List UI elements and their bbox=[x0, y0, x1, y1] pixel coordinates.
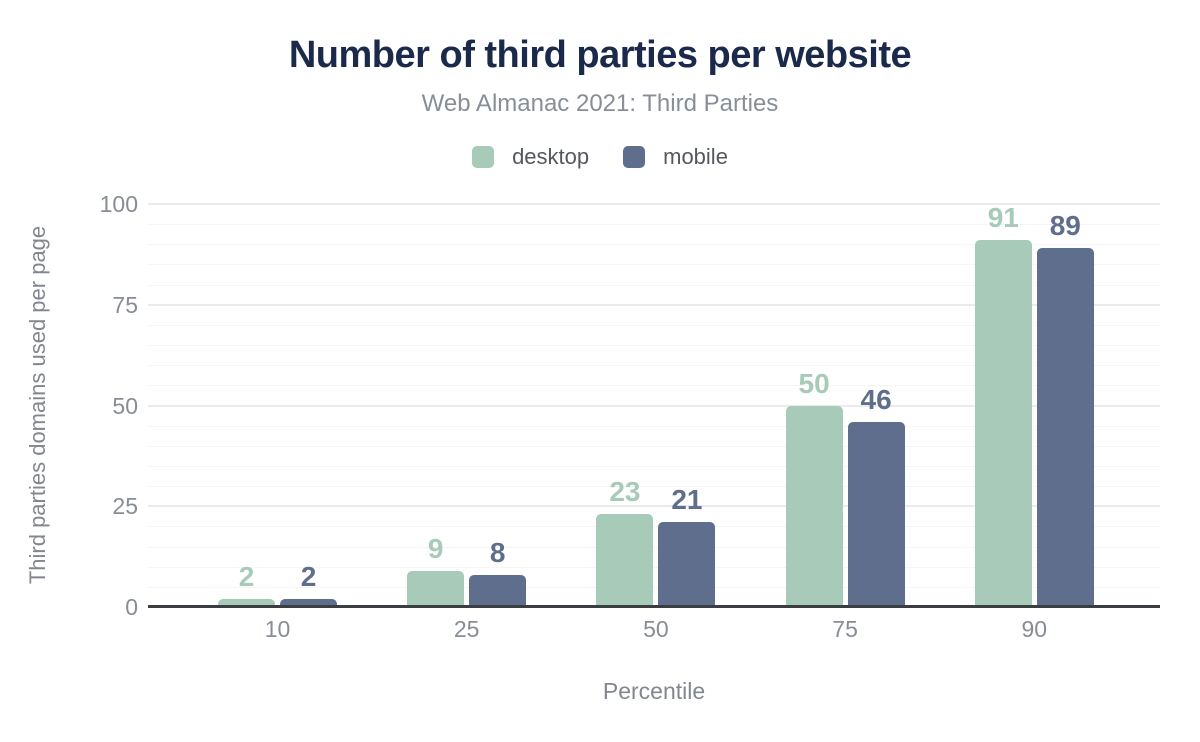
minor-gridline-20 bbox=[148, 526, 1160, 528]
minor-gridline-15 bbox=[148, 546, 1160, 548]
bar-mobile-p10 bbox=[280, 598, 337, 607]
minor-gridline-5 bbox=[148, 586, 1160, 588]
bar-value-desktop-p75: 50 bbox=[798, 367, 830, 399]
minor-gridline-45 bbox=[148, 425, 1160, 427]
bar-value-mobile-p75: 46 bbox=[860, 383, 892, 415]
x-tick-label-25: 25 bbox=[453, 616, 480, 642]
minor-gridline-95 bbox=[148, 224, 1160, 226]
legend-label-mobile: mobile bbox=[663, 144, 728, 169]
minor-gridline-90 bbox=[148, 244, 1160, 246]
bar-value-mobile-p10: 2 bbox=[300, 560, 317, 592]
y-tick-label-50: 50 bbox=[112, 392, 138, 419]
legend-label-desktop: desktop bbox=[512, 144, 590, 169]
bar-desktop-p50 bbox=[596, 514, 654, 607]
bar-value-desktop-p10: 2 bbox=[238, 560, 255, 592]
bar-value-desktop-p90: 91 bbox=[987, 202, 1019, 234]
legend: desktop mobile bbox=[0, 143, 1200, 171]
major-gridline-50 bbox=[148, 404, 1160, 407]
bar-desktop-p75 bbox=[785, 405, 843, 607]
bar-desktop-p25 bbox=[407, 570, 465, 607]
bar-desktop-p90 bbox=[974, 240, 1032, 607]
bar-mobile-p75 bbox=[847, 421, 905, 607]
x-axis-line bbox=[148, 605, 1160, 608]
y-tick-label-75: 75 bbox=[112, 291, 138, 318]
bar-value-desktop-p25: 9 bbox=[427, 532, 444, 564]
chart-subtitle: Web Almanac 2021: Third Parties bbox=[421, 90, 779, 117]
y-axis-title: Third parties domains used per page bbox=[25, 225, 50, 585]
major-gridline-100 bbox=[148, 203, 1160, 205]
legend-swatch-mobile bbox=[623, 146, 646, 168]
minor-gridline-65 bbox=[148, 345, 1160, 347]
y-tick-label-25: 25 bbox=[112, 493, 138, 520]
bar-value-desktop-p50: 23 bbox=[609, 476, 641, 508]
minor-gridline-70 bbox=[148, 324, 1160, 326]
x-tick-label-90: 90 bbox=[1021, 616, 1048, 642]
legend-swatch-desktop bbox=[472, 146, 495, 168]
bar-value-mobile-p50: 21 bbox=[671, 484, 703, 516]
x-tick-label-50: 50 bbox=[643, 616, 669, 642]
minor-gridline-35 bbox=[148, 465, 1160, 467]
minor-gridline-80 bbox=[148, 284, 1160, 286]
y-tick-label-0: 0 bbox=[125, 594, 138, 620]
legend-item-mobile: mobile bbox=[623, 144, 728, 170]
minor-gridline-10 bbox=[148, 566, 1160, 568]
bar-mobile-p50 bbox=[658, 522, 716, 607]
chart-title: Number of third parties per website bbox=[288, 34, 912, 76]
minor-gridline-60 bbox=[148, 365, 1160, 367]
minor-gridline-30 bbox=[148, 486, 1160, 488]
minor-gridline-85 bbox=[148, 264, 1160, 266]
bar-mobile-p25 bbox=[469, 574, 527, 607]
bar-value-mobile-p90: 89 bbox=[1049, 210, 1081, 242]
major-gridline-25 bbox=[148, 505, 1160, 508]
minor-gridline-55 bbox=[148, 385, 1160, 387]
legend-item-desktop: desktop bbox=[472, 144, 589, 170]
bar-desktop-p10 bbox=[218, 598, 275, 607]
x-axis-title: Percentile bbox=[602, 678, 706, 704]
x-tick-label-75: 75 bbox=[832, 616, 858, 642]
bar-value-mobile-p25: 8 bbox=[489, 536, 506, 568]
major-gridline-75 bbox=[148, 303, 1160, 306]
bar-mobile-p90 bbox=[1036, 248, 1094, 607]
y-tick-label-100: 100 bbox=[99, 191, 138, 217]
x-tick-label-10: 10 bbox=[264, 616, 291, 642]
minor-gridline-40 bbox=[148, 445, 1160, 447]
